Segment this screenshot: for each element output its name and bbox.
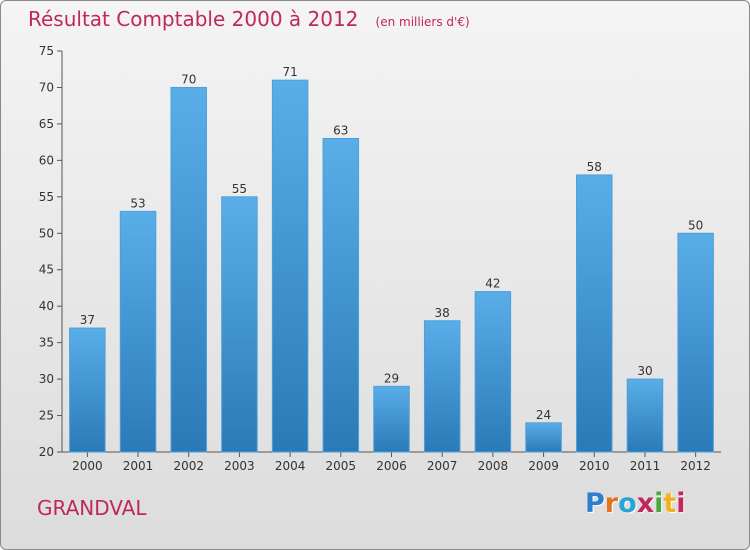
logo-letter: P bbox=[585, 488, 605, 519]
x-tick-label: 2010 bbox=[579, 459, 610, 473]
data-label-2003: 55 bbox=[232, 182, 247, 196]
logo-letter: t bbox=[663, 488, 677, 519]
data-label-2010: 58 bbox=[587, 160, 602, 174]
chart-title-block: Résultat Comptable 2000 à 2012 (en milli… bbox=[28, 7, 470, 31]
data-label-2001: 53 bbox=[130, 196, 145, 210]
x-tick-label: 2005 bbox=[326, 459, 357, 473]
bar-2003 bbox=[221, 196, 258, 453]
x-tick-label: 2000 bbox=[72, 459, 103, 473]
x-tick-label: 2008 bbox=[478, 459, 509, 473]
data-label-2004: 71 bbox=[282, 65, 297, 79]
bar-2002 bbox=[170, 86, 207, 453]
bar-2006 bbox=[373, 385, 410, 453]
x-tick-label: 2007 bbox=[427, 459, 458, 473]
bar-2008 bbox=[474, 291, 512, 453]
bar-2011 bbox=[626, 378, 664, 453]
y-tick-label: 60 bbox=[39, 153, 54, 167]
x-tick-label: 2003 bbox=[224, 459, 255, 473]
data-label-2009: 24 bbox=[536, 408, 551, 422]
bar-2007 bbox=[423, 320, 461, 453]
y-tick-label: 55 bbox=[39, 190, 54, 204]
y-tick-label: 35 bbox=[39, 336, 54, 350]
logo-letter: i bbox=[654, 488, 664, 519]
data-label-2007: 38 bbox=[435, 306, 450, 320]
chart-title: Résultat Comptable 2000 à 2012 bbox=[28, 7, 359, 31]
bar-2010 bbox=[576, 174, 613, 453]
y-tick-label: 65 bbox=[39, 117, 54, 131]
y-tick-label: 70 bbox=[39, 80, 54, 94]
chart-subtitle: (en milliers d'€) bbox=[375, 15, 470, 29]
bar-2012 bbox=[677, 232, 714, 453]
data-label-2006: 29 bbox=[384, 371, 399, 385]
x-tick-label: 2002 bbox=[173, 459, 204, 473]
x-tick-label: 2001 bbox=[123, 459, 154, 473]
y-tick-label: 40 bbox=[39, 299, 54, 313]
y-tick-label: 50 bbox=[39, 226, 54, 240]
y-tick-label: 20 bbox=[39, 445, 54, 459]
chart-axes: 20 25 30 35 40 45 50 55 60 65 70 75 2000 2001 2002 2003… bbox=[39, 44, 721, 473]
y-tick-label: 45 bbox=[39, 263, 54, 277]
logo-letter: r bbox=[604, 488, 619, 519]
x-tick-label: 2012 bbox=[680, 459, 711, 473]
bar-2001 bbox=[119, 210, 157, 453]
x-tick-label: 2011 bbox=[630, 459, 661, 473]
bar-2000 bbox=[69, 327, 106, 453]
data-label-2011: 30 bbox=[637, 364, 652, 378]
y-tick-label: 75 bbox=[39, 44, 54, 58]
x-tick-label: 2006 bbox=[376, 459, 407, 473]
bar-2004 bbox=[271, 79, 309, 453]
chart-bars bbox=[69, 79, 714, 453]
logo-letter: o bbox=[618, 488, 637, 519]
data-label-2002: 70 bbox=[181, 72, 196, 86]
y-tick-label: 30 bbox=[39, 372, 54, 386]
x-tick-label: 2004 bbox=[275, 459, 306, 473]
chart-data-labels: 37 53 70 55 71 63 29 38 42 24 58 30 50 bbox=[80, 65, 704, 422]
data-label-2000: 37 bbox=[80, 313, 95, 327]
x-tick-label: 2009 bbox=[528, 459, 559, 473]
data-label-2005: 63 bbox=[333, 123, 348, 137]
commune-name: GRANDVAL bbox=[37, 496, 147, 520]
logo-letter: x bbox=[636, 488, 655, 519]
data-label-2012: 50 bbox=[688, 218, 703, 232]
data-label-2008: 42 bbox=[485, 277, 500, 291]
logo-letter: i bbox=[676, 488, 686, 519]
bar-2009 bbox=[525, 422, 562, 453]
y-tick-label: 25 bbox=[39, 409, 54, 423]
bar-2005 bbox=[322, 137, 360, 453]
proxiti-logo[interactable]: Proxiti bbox=[585, 488, 686, 519]
